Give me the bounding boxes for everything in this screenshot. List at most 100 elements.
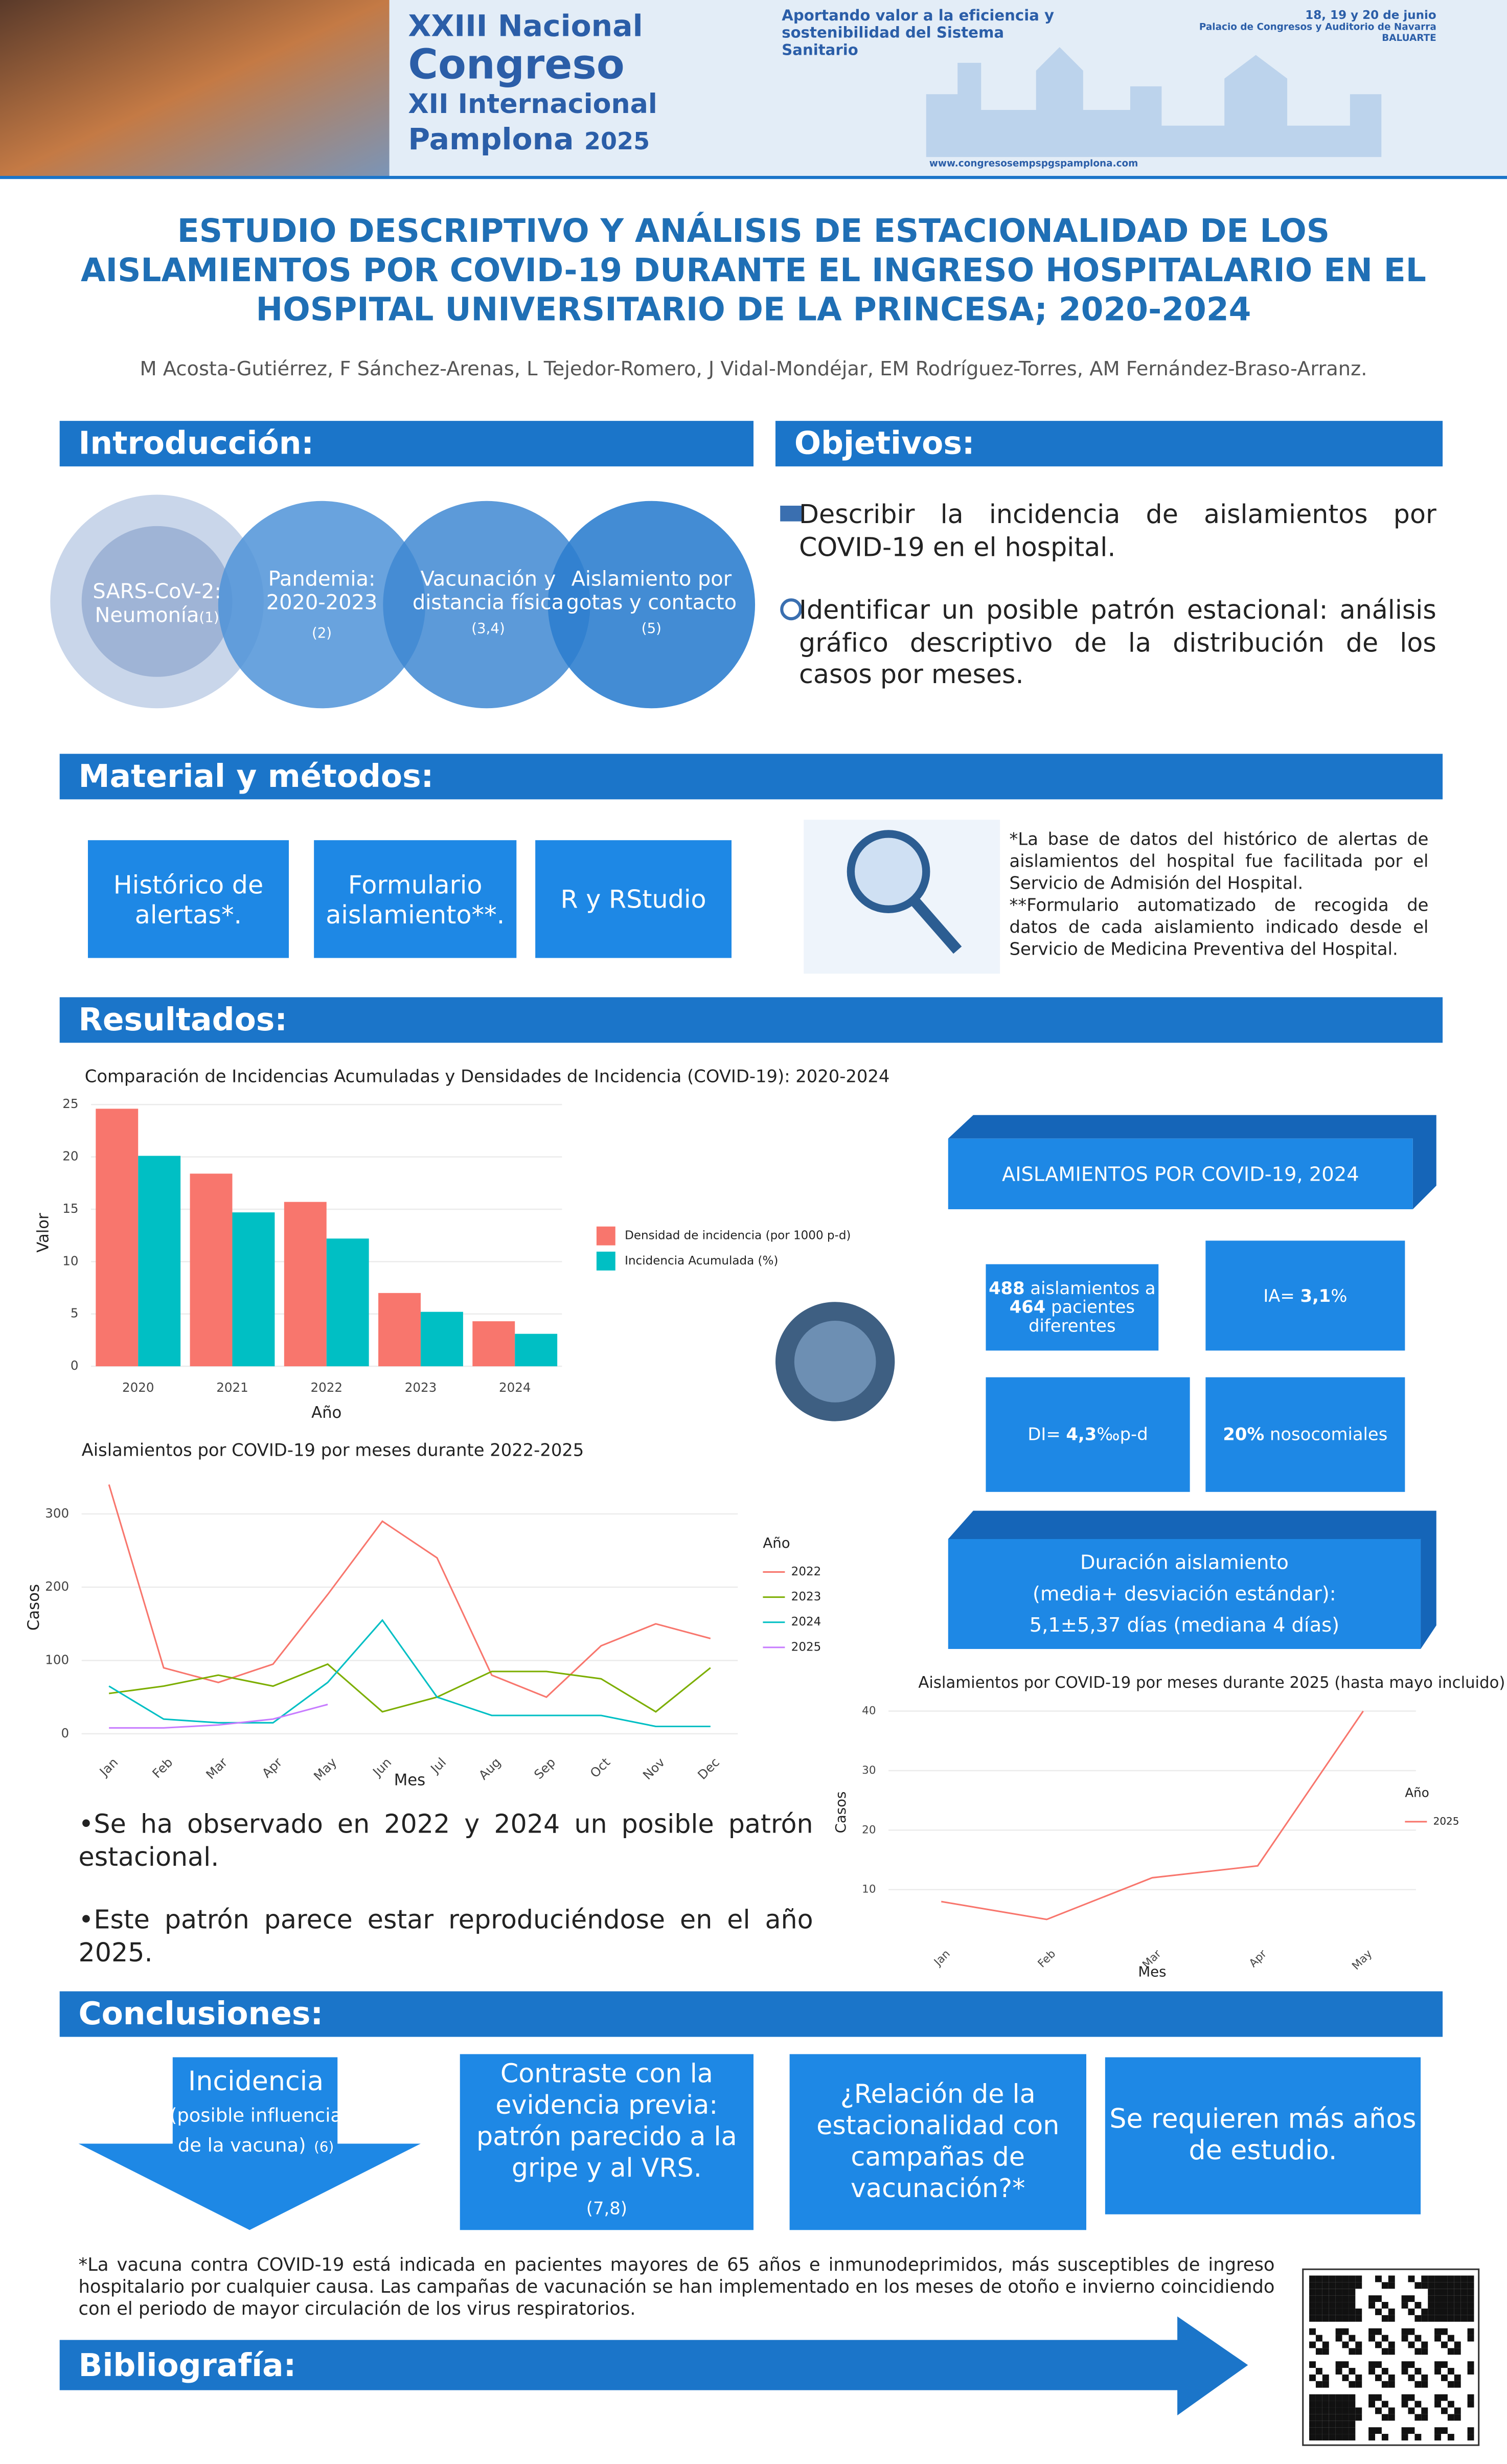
qr-cell [1388, 2348, 1395, 2355]
qr-cell [1329, 2289, 1336, 2296]
authors: M Acosta-Gutiérrez, F Sánchez-Arenas, L … [140, 356, 1367, 380]
qr-cell [1414, 2368, 1422, 2375]
qr-cell [1408, 2341, 1415, 2348]
qr-cell [1375, 2361, 1382, 2368]
qr-cell [1309, 2302, 1316, 2309]
qr-cell [1322, 2434, 1329, 2440]
qr-cell [1447, 2335, 1454, 2342]
stat-part: 488 [989, 1277, 1025, 1298]
qr-cell [1381, 2434, 1388, 2440]
qr-cell [1322, 2341, 1329, 2348]
qr-cell [1329, 2315, 1336, 2322]
qr-cell [1454, 2282, 1461, 2289]
qr-cell [1434, 2361, 1441, 2368]
x-tick-label: Nov [640, 1755, 668, 1782]
qr-cell [1309, 2308, 1316, 2315]
section-heading: Introducción: [59, 421, 754, 467]
skyline [926, 47, 1382, 157]
banner-rule [0, 175, 1507, 179]
qr-cell [1309, 2407, 1316, 2414]
qr-cell [1342, 2295, 1349, 2302]
bar [284, 1202, 327, 1367]
section-heading: Conclusiones: [59, 1991, 1443, 2037]
legend-title: Año [1405, 1785, 1429, 1800]
qr-cell [1315, 2282, 1322, 2289]
qr-cell [1421, 2341, 1428, 2348]
x-tick-label: 2021 [216, 1380, 248, 1395]
qr-cell [1315, 2407, 1322, 2414]
stat-text: DI= 4,3‰p-d [1028, 1425, 1148, 1445]
qr-cell [1375, 2341, 1382, 2348]
circle-label: Pandemia: 2020-2023 [266, 568, 378, 616]
qr-cell [1428, 2275, 1435, 2282]
x-tick-label: May [311, 1755, 339, 1783]
qr-cell [1375, 2275, 1382, 2282]
qr-cell [1322, 2374, 1329, 2381]
qr-cell [1428, 2302, 1435, 2309]
qr-cell [1441, 2427, 1448, 2434]
qr-cell [1467, 2361, 1474, 2368]
qr-cell [1335, 2308, 1342, 2315]
qr-cell [1309, 2374, 1316, 2381]
qr-cell [1460, 2282, 1468, 2289]
qr-cell [1349, 2282, 1356, 2289]
qr-cell [1381, 2335, 1388, 2342]
qr-cell [1349, 2308, 1356, 2315]
qr-cell [1441, 2361, 1448, 2368]
qr-cell [1329, 2401, 1336, 2408]
circle-text: Aislamiento por gotas y contacto (5) [565, 569, 738, 642]
y-tick-label: 5 [71, 1306, 79, 1321]
qr-cell [1335, 2394, 1342, 2401]
qr-cell [1447, 2414, 1454, 2421]
stat-box: 20% nosocomiales [1205, 1377, 1405, 1492]
qr-cell [1388, 2381, 1395, 2388]
qr-cell [1329, 2295, 1336, 2302]
y-tick-label: 25 [62, 1096, 78, 1111]
qr-cell [1315, 2302, 1322, 2309]
reference: (2) [311, 626, 332, 643]
qr-cell [1368, 2434, 1376, 2440]
summary-title: AISLAMIENTOS POR COVID-19, 2024 [948, 1138, 1413, 1209]
legend-swatch [596, 1251, 615, 1271]
qr-cell [1401, 2434, 1408, 2440]
qr-cell [1454, 2374, 1461, 2381]
qr-cell [1315, 2289, 1322, 2296]
qr-cell [1342, 2308, 1349, 2315]
x-tick-label: Jan [96, 1755, 121, 1780]
legend-swatch [596, 1226, 615, 1246]
qr-cell [1329, 2427, 1336, 2434]
qr-cell [1342, 2414, 1349, 2421]
qr-cell [1335, 2368, 1342, 2375]
section-heading: Material y métodos: [59, 754, 1443, 800]
qr-cell [1434, 2275, 1441, 2282]
qr-cell [1315, 2414, 1322, 2421]
legend-label: 2024 [791, 1615, 821, 1629]
legend-title: Año [763, 1534, 790, 1551]
qr-cell [1342, 2361, 1349, 2368]
qr-cell [1401, 2361, 1408, 2368]
qr-cell [1401, 2394, 1408, 2401]
qr-cell [1401, 2328, 1408, 2335]
x-tick-label: Aug [476, 1755, 504, 1782]
qr-cell [1434, 2401, 1441, 2408]
legend-label: Incidencia Acumulada (%) [625, 1254, 778, 1268]
qr-cell [1454, 2302, 1461, 2309]
qr-cell [1335, 2414, 1342, 2421]
qr-cell [1315, 2401, 1322, 2408]
qr-cell [1401, 2295, 1408, 2302]
bullet: •Este patrón parece estar reproduciéndos… [78, 1905, 813, 1967]
duration-line: 5,1±5,37 días (mediana 4 días) [1029, 1613, 1340, 1637]
qr-cell [1454, 2407, 1461, 2414]
bar [190, 1173, 233, 1367]
virus-art [50, 494, 264, 709]
qr-cell [1454, 2289, 1461, 2296]
qr-cell [1421, 2308, 1428, 2315]
venue: Palacio de Congresos y Auditorio de Nava… [1199, 21, 1436, 44]
circle [547, 501, 756, 709]
qr-cell [1454, 2341, 1461, 2348]
qr-cell [1335, 2315, 1342, 2322]
reference: (6) [314, 2140, 334, 2157]
qr-cell [1441, 2302, 1448, 2309]
conclusion-box: ¿Relación de la estacionalidad con campa… [789, 2054, 1086, 2230]
qr-cell [1381, 2368, 1388, 2375]
